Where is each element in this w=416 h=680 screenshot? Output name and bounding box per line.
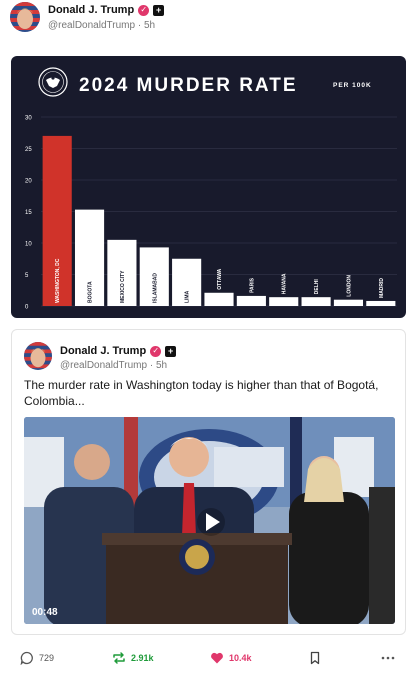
post-actions: 729 2.91k 10.4k (0, 645, 416, 671)
video-duration: 00:48 (32, 607, 58, 618)
category-label: LIMA (185, 290, 191, 303)
reply-count: 729 (39, 653, 55, 663)
bookmark-icon (310, 651, 320, 665)
post-header: Donald J. Trump ✓ + @realDonaldTrump · 5… (10, 2, 406, 38)
category-label: HAVANA (282, 273, 288, 294)
quote-author-row: Donald J. Trump ✓ + (60, 345, 177, 357)
chart-image[interactable]: 2024 MURDER RATE PER 100K 0 5 10 15 20 25 30 W… (11, 56, 406, 318)
quoted-post[interactable]: Donald J. Trump ✓ + @realDonaldTrump · 5… (11, 329, 406, 635)
plus-badge-icon: + (165, 345, 177, 357)
separator: · (137, 20, 142, 31)
bar-islamabad (139, 247, 169, 306)
bar-ottawa (204, 292, 234, 306)
post-time[interactable]: 5h (143, 20, 156, 31)
bookmark-button[interactable] (308, 645, 322, 671)
bar-paris (236, 295, 266, 306)
murder-rate-chart: 2024 MURDER RATE PER 100K 0 5 10 15 20 25 30 W… (25, 67, 397, 311)
repost-count: 2.91k (131, 653, 154, 663)
video-player[interactable]: 00:48 (24, 417, 395, 624)
category-label: ISLAMABAD (152, 273, 158, 303)
quote-handle-row: @realDonaldTrump · 5h (60, 360, 167, 371)
author-name-row: Donald J. Trump ✓ + (48, 4, 165, 16)
category-label: LONDON (346, 275, 352, 297)
repost-button[interactable]: 2.91k (112, 645, 154, 671)
separator: · (149, 360, 154, 371)
category-label: OTTAWA (217, 268, 223, 289)
y-tick-label: 0 (25, 305, 29, 311)
y-tick-label: 15 (25, 210, 32, 216)
bar-madrid (366, 300, 396, 306)
quote-author-handle[interactable]: @realDonaldTrump (60, 360, 148, 371)
presidential-seal-icon (38, 67, 68, 97)
y-tick-label: 25 (25, 147, 32, 153)
more-options-button[interactable] (380, 645, 396, 671)
bar-lima (172, 258, 202, 306)
bar-mexico-city (107, 239, 137, 306)
category-label: WASHINGTON, DC (55, 258, 61, 303)
y-tick-label: 30 (25, 116, 32, 122)
reply-button[interactable]: 729 (20, 645, 54, 671)
chart-subtitle: PER 100K (333, 82, 372, 89)
author-name[interactable]: Donald J. Trump (48, 4, 135, 16)
heart-icon (211, 652, 223, 664)
bar-washington-dc (42, 135, 72, 306)
verified-icon: ✓ (150, 345, 162, 357)
video-thumbnail (24, 417, 395, 624)
avatar[interactable] (10, 2, 40, 32)
y-tick-label: 10 (25, 242, 32, 248)
quote-avatar[interactable] (24, 342, 52, 370)
repost-icon (113, 652, 125, 664)
quote-time[interactable]: 5h (155, 360, 168, 371)
author-handle-row: @realDonaldTrump · 5h (48, 20, 155, 31)
more-icon (381, 656, 395, 660)
y-tick-label: 20 (25, 179, 32, 185)
chart-title: 2024 MURDER RATE (79, 75, 298, 96)
reply-icon (20, 651, 33, 665)
author-handle[interactable]: @realDonaldTrump (48, 20, 136, 31)
category-label: DELHI (314, 279, 320, 295)
play-icon[interactable] (196, 507, 226, 537)
y-tick-label: 5 (25, 273, 29, 279)
verified-icon: ✓ (138, 4, 150, 16)
category-label: MADRID (379, 278, 385, 298)
like-button[interactable]: 10.4k (210, 645, 252, 671)
quote-text: The murder rate in Washington today is h… (24, 378, 379, 408)
bar-havana (269, 297, 299, 306)
category-label: MEXICO CITY (120, 270, 126, 303)
bar-bogota (74, 209, 105, 306)
category-label: PARIS (249, 277, 255, 293)
like-count: 10.4k (229, 653, 252, 663)
quote-author-name[interactable]: Donald J. Trump (60, 345, 147, 357)
category-label: BOGOTA (88, 281, 94, 303)
bar-london (333, 299, 364, 306)
bar-delhi (301, 297, 331, 306)
plus-badge-icon: + (153, 4, 165, 16)
